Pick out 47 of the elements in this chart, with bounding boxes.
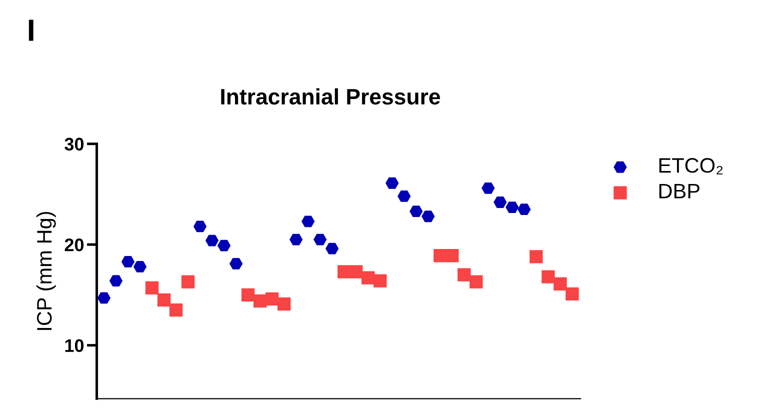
y-tick-label: 10 bbox=[65, 339, 84, 352]
point bbox=[97, 292, 111, 304]
point bbox=[205, 234, 219, 246]
point bbox=[518, 204, 531, 216]
point bbox=[181, 275, 195, 288]
point bbox=[229, 258, 243, 270]
point bbox=[217, 240, 231, 252]
point bbox=[422, 210, 435, 222]
point bbox=[506, 202, 519, 214]
point bbox=[145, 281, 159, 294]
point bbox=[289, 234, 303, 246]
point bbox=[350, 265, 363, 278]
point bbox=[325, 242, 339, 254]
point bbox=[338, 265, 351, 278]
point bbox=[121, 256, 135, 268]
point bbox=[398, 190, 411, 202]
y-axis-title: ICP (mm Hg) bbox=[36, 212, 56, 330]
point bbox=[253, 294, 267, 308]
point bbox=[277, 297, 291, 311]
point bbox=[157, 293, 171, 307]
point bbox=[374, 274, 387, 288]
point bbox=[169, 303, 183, 317]
point bbox=[494, 196, 507, 208]
legend-label: ETCO₂ bbox=[659, 158, 723, 174]
point bbox=[301, 216, 315, 228]
point bbox=[410, 206, 423, 218]
point bbox=[458, 268, 471, 282]
point bbox=[109, 275, 123, 287]
chart-title: Intracranial Pressure bbox=[221, 88, 440, 105]
point bbox=[313, 234, 327, 246]
legend-label: DBP bbox=[659, 184, 700, 198]
point bbox=[386, 177, 399, 189]
point bbox=[362, 271, 375, 284]
point bbox=[482, 182, 495, 194]
y-tick-label: 30 bbox=[64, 138, 84, 151]
point bbox=[566, 287, 579, 301]
point bbox=[530, 250, 543, 264]
y-tick-label: 20 bbox=[64, 238, 84, 252]
text: I bbox=[28, 20, 34, 41]
point bbox=[133, 261, 147, 272]
point bbox=[193, 220, 207, 232]
point bbox=[542, 270, 555, 284]
point bbox=[241, 288, 255, 302]
point bbox=[470, 275, 483, 288]
point bbox=[446, 249, 459, 262]
point bbox=[554, 277, 567, 290]
point bbox=[265, 292, 279, 306]
